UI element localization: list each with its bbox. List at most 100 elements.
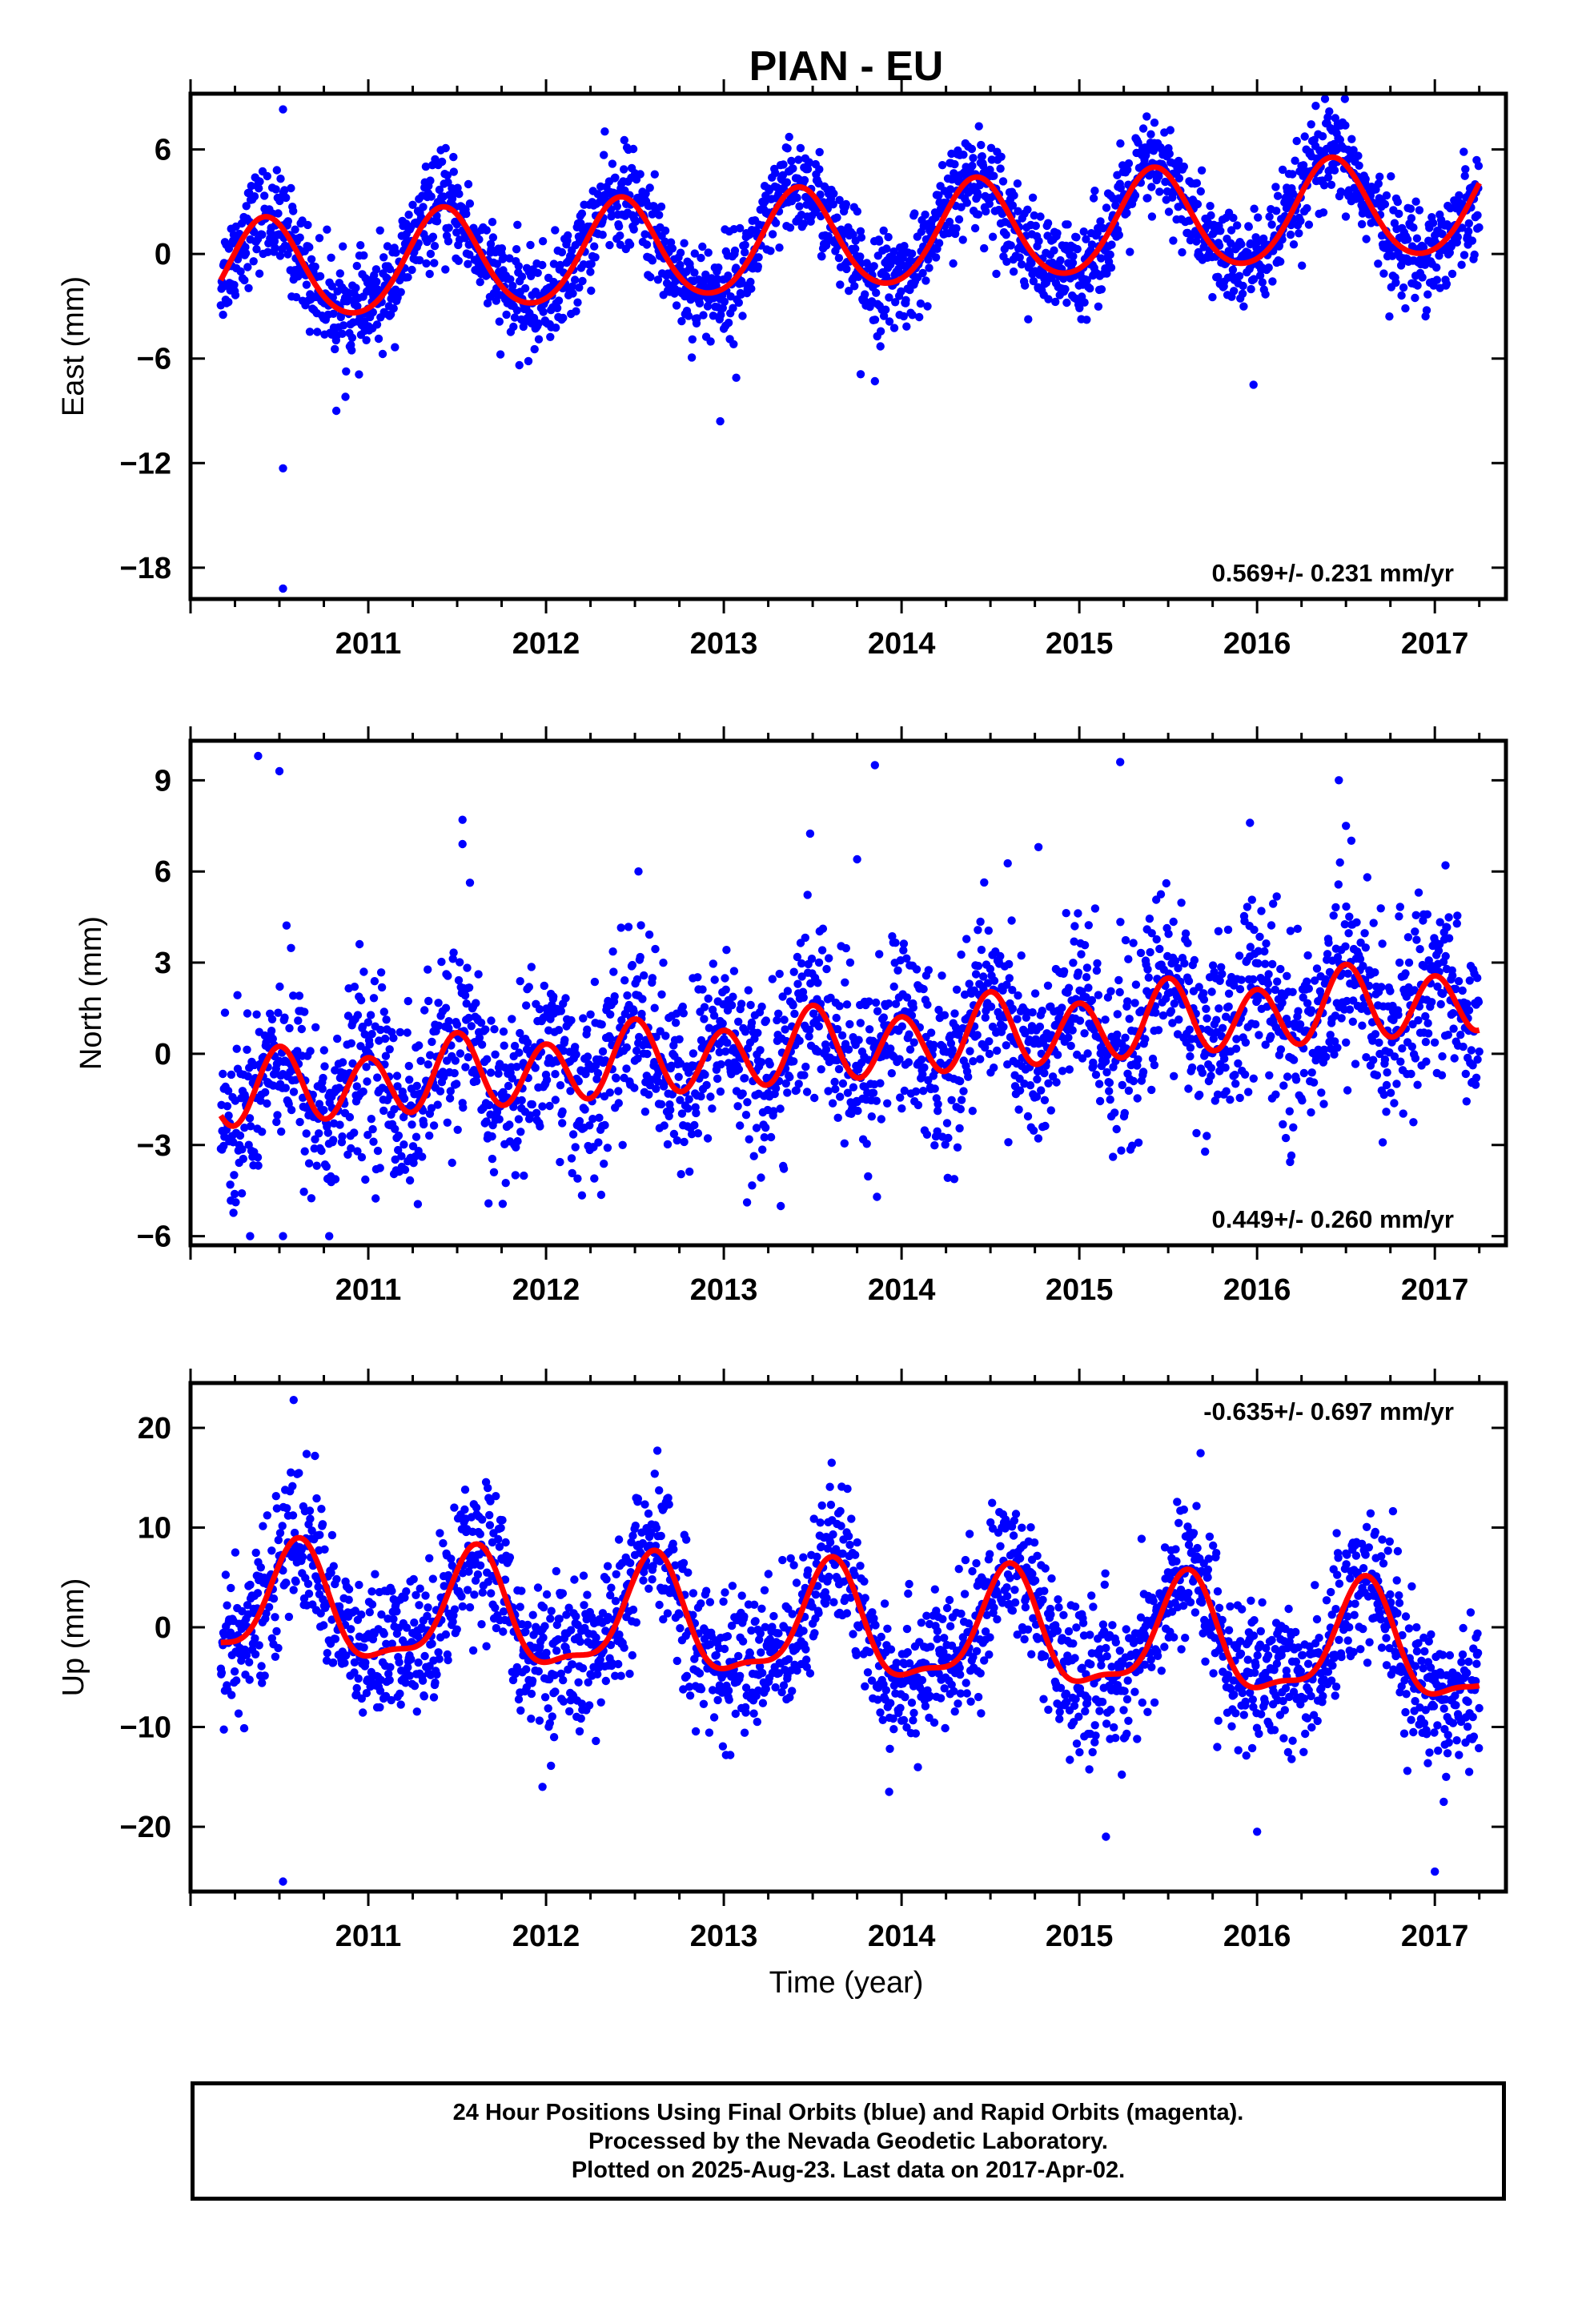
east-data-point	[1399, 283, 1408, 292]
north-data-point	[1376, 904, 1385, 913]
north-data-point	[1224, 989, 1234, 999]
north-data-point	[253, 1153, 263, 1162]
north-data-point	[865, 1025, 874, 1034]
north-data-point	[1438, 1051, 1447, 1061]
north-data-point	[393, 1082, 402, 1091]
north-data-point	[1437, 1071, 1447, 1080]
north-data-point	[1074, 909, 1082, 918]
north-data-point	[956, 1076, 965, 1086]
north-data-point	[797, 959, 806, 968]
east-data-point	[564, 231, 572, 240]
north-data-point	[749, 1152, 758, 1160]
north-data-point	[956, 1104, 966, 1114]
east-data-point	[923, 302, 932, 311]
east-data-point	[789, 164, 797, 173]
north-data-point	[1271, 1090, 1280, 1100]
east-data-point	[258, 230, 267, 239]
north-data-point	[1134, 1055, 1142, 1064]
north-data-point	[986, 964, 995, 974]
north-data-point	[635, 1032, 644, 1042]
east-data-point	[1056, 255, 1065, 265]
north-outlier-point	[1441, 861, 1450, 870]
east-data-point	[455, 190, 464, 199]
north-data-point	[444, 971, 452, 980]
north-data-point	[1261, 1040, 1270, 1049]
north-data-point	[976, 917, 985, 927]
north-data-point	[509, 1103, 518, 1112]
east-data-point	[600, 127, 609, 136]
up-data-point	[258, 1679, 267, 1687]
north-data-point	[693, 1129, 703, 1138]
north-data-point	[1411, 911, 1420, 920]
north-data-point	[1369, 1055, 1378, 1064]
east-data-point	[465, 199, 475, 208]
north-data-point	[1127, 1141, 1137, 1150]
east-data-point	[648, 256, 657, 265]
east-data-point	[1391, 278, 1400, 287]
north-data-point	[1261, 959, 1270, 968]
east-data-point	[224, 298, 233, 307]
east-data-point	[1150, 119, 1159, 127]
east-data-point	[353, 302, 362, 311]
north-data-point	[352, 1082, 361, 1091]
north-data-point	[382, 1015, 391, 1024]
north-data-point	[1145, 915, 1154, 923]
north-data-point	[985, 1037, 994, 1046]
east-data-point	[598, 231, 607, 239]
north-data-point	[940, 1011, 950, 1019]
north-data-point	[381, 1051, 391, 1060]
north-data-point	[1064, 983, 1074, 992]
east-data-point	[1233, 221, 1242, 230]
north-data-point	[1394, 1011, 1403, 1019]
east-data-point	[430, 242, 440, 251]
up-data-point	[227, 1583, 235, 1593]
north-data-point	[243, 1045, 251, 1055]
north-data-point	[1407, 1069, 1415, 1079]
north-data-point	[409, 1159, 418, 1168]
east-data-point	[355, 370, 363, 379]
north-data-point	[1008, 986, 1017, 995]
north-data-point	[902, 993, 912, 1002]
east-data-point	[1374, 179, 1383, 188]
east-data-point	[247, 182, 255, 191]
north-data-point	[622, 1043, 631, 1052]
east-data-point	[1238, 289, 1247, 298]
north-data-point	[741, 1111, 751, 1120]
east-data-point	[734, 298, 743, 308]
east-data-point	[655, 211, 664, 219]
east-data-point	[1096, 217, 1105, 226]
north-data-point	[871, 998, 881, 1007]
north-data-point	[650, 1003, 659, 1012]
north-data-point	[609, 967, 618, 976]
north-data-point	[1411, 1054, 1420, 1063]
east-x-tick-label: 2016	[1223, 627, 1291, 661]
east-data-point	[709, 312, 718, 320]
east-data-point	[587, 259, 596, 268]
north-data-point	[612, 1074, 620, 1083]
east-data-point	[1289, 240, 1299, 249]
north-data-point	[595, 1113, 604, 1123]
north-data-point	[306, 1047, 315, 1055]
east-data-point	[1246, 239, 1255, 248]
north-data-point	[869, 1088, 878, 1098]
east-data-point	[1357, 219, 1367, 229]
east-data-point	[921, 210, 930, 219]
north-data-point	[657, 990, 666, 999]
north-data-point	[1094, 991, 1103, 999]
north-data-point	[494, 1069, 503, 1078]
east-x-ticks: 2011 2012 2013 2014 2015 2016 2017	[189, 79, 1481, 661]
north-data-point	[738, 1089, 747, 1098]
north-data-point	[464, 1053, 472, 1062]
north-data-point	[488, 1154, 497, 1164]
east-data-point	[732, 263, 741, 272]
north-data-point	[1101, 1015, 1110, 1024]
north-data-point	[1070, 922, 1079, 931]
north-data-point	[1203, 1132, 1211, 1140]
east-data-point	[881, 305, 890, 314]
north-data-point	[891, 999, 901, 1008]
up-points	[216, 1396, 1484, 1886]
up-data-point	[230, 1667, 239, 1676]
east-data-point	[1010, 191, 1018, 200]
north-data-point	[758, 1145, 767, 1154]
north-data-point	[452, 1080, 461, 1088]
